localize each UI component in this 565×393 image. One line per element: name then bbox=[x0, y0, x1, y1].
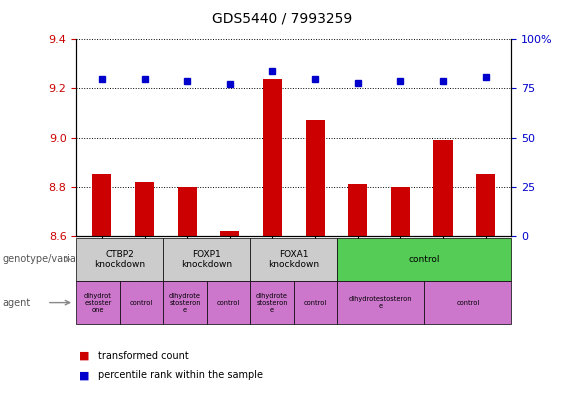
Bar bbox=[391, 187, 410, 236]
Text: control: control bbox=[456, 299, 480, 306]
Text: FOXP1
knockdown: FOXP1 knockdown bbox=[181, 250, 232, 269]
Text: agent: agent bbox=[3, 298, 31, 308]
Text: percentile rank within the sample: percentile rank within the sample bbox=[98, 370, 263, 380]
Bar bbox=[135, 182, 154, 236]
Text: ■: ■ bbox=[79, 351, 90, 361]
Text: dihydrote
stosteron
e: dihydrote stosteron e bbox=[256, 293, 288, 312]
Bar bbox=[433, 140, 453, 236]
Bar bbox=[476, 174, 496, 236]
Bar bbox=[177, 187, 197, 236]
Bar bbox=[306, 120, 325, 236]
Text: dihydrot
estoster
one: dihydrot estoster one bbox=[84, 293, 112, 312]
Text: control: control bbox=[130, 299, 153, 306]
Bar bbox=[92, 174, 111, 236]
Text: transformed count: transformed count bbox=[98, 351, 189, 361]
Text: GDS5440 / 7993259: GDS5440 / 7993259 bbox=[212, 12, 353, 26]
Text: control: control bbox=[304, 299, 327, 306]
Text: control: control bbox=[217, 299, 240, 306]
Bar bbox=[348, 184, 367, 236]
Text: genotype/variation: genotype/variation bbox=[3, 254, 95, 264]
Text: FOXA1
knockdown: FOXA1 knockdown bbox=[268, 250, 319, 269]
Bar bbox=[220, 231, 240, 236]
Text: control: control bbox=[408, 255, 440, 264]
Text: ■: ■ bbox=[79, 370, 90, 380]
Text: CTBP2
knockdown: CTBP2 knockdown bbox=[94, 250, 145, 269]
Text: dihydrote
stosteron
e: dihydrote stosteron e bbox=[169, 293, 201, 312]
Text: dihydrotestosteron
e: dihydrotestosteron e bbox=[349, 296, 412, 309]
Bar bbox=[263, 79, 282, 236]
